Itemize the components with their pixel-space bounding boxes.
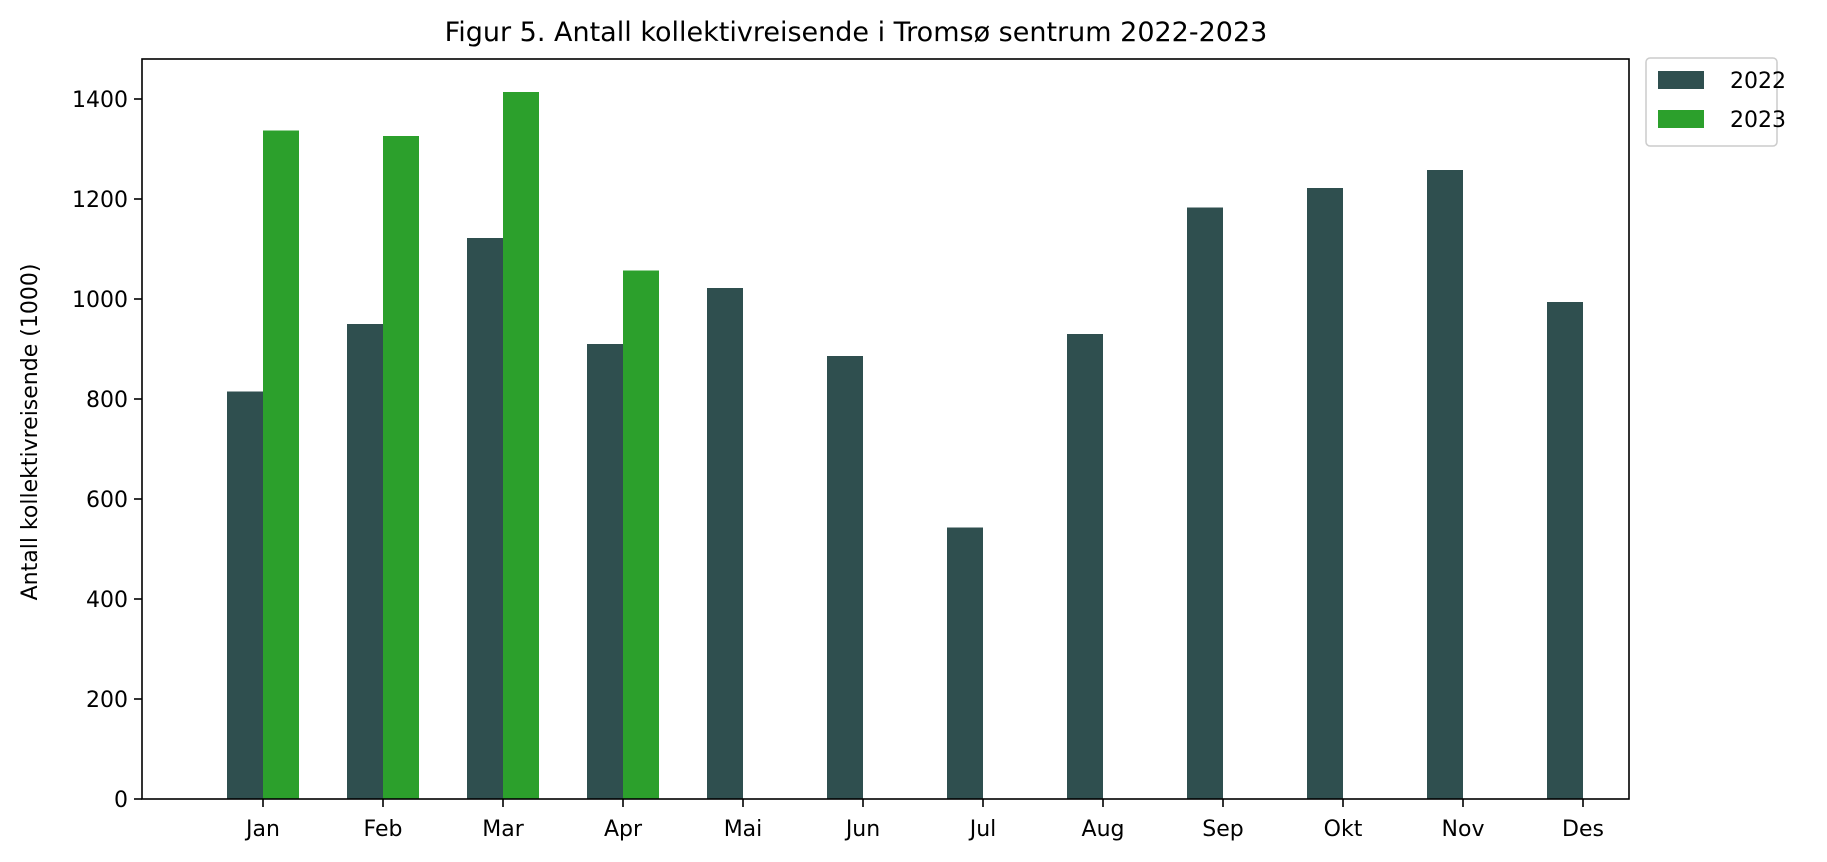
bar-2023-mar (503, 92, 539, 799)
bar-2022-des (1547, 302, 1583, 799)
y-tick-label: 400 (86, 588, 128, 613)
bar-2023-apr (623, 270, 659, 799)
x-tick-label-jul: Jul (968, 817, 997, 842)
x-axis: Jan Feb Mar Apr Mai Jun Jul Aug Sep Okt Nov Des (244, 799, 1604, 842)
bar-2022-jul (947, 527, 983, 799)
bar-2023-feb (383, 136, 419, 799)
chart-title: Figur 5. Antall kollektivreisende i Trom… (445, 17, 1268, 48)
x-tick-label-mar: Mar (482, 817, 524, 842)
y-tick-label: 1400 (72, 88, 128, 113)
bar-2022-apr (587, 344, 623, 799)
bar-2022-jan (227, 391, 263, 799)
bar-2022-jun (827, 356, 863, 799)
y-tick-label: 800 (86, 388, 128, 413)
y-tick-label: 0 (114, 788, 128, 813)
y-axis: 0 200 400 600 800 1000 1200 1400 (72, 88, 142, 813)
bar-2022-aug (1067, 334, 1103, 799)
legend: 2022 2023 (1645, 57, 1786, 147)
bar-2022-mar (467, 238, 503, 799)
x-tick-label-apr: Apr (604, 817, 643, 842)
bar-2023-jan (263, 130, 299, 799)
x-tick-label-jan: Jan (244, 817, 280, 842)
x-tick-label-aug: Aug (1082, 817, 1125, 842)
y-tick-label: 1000 (72, 288, 128, 313)
y-tick-label: 1200 (72, 188, 128, 213)
bars-group (227, 92, 1583, 799)
x-tick-label-okt: Okt (1324, 817, 1363, 842)
bar-2022-feb (347, 324, 383, 799)
legend-swatch-2023 (1658, 110, 1704, 128)
legend-swatch-2022 (1658, 71, 1704, 89)
legend-label-2023: 2023 (1730, 108, 1786, 133)
bar-2022-okt (1307, 188, 1343, 799)
plot-frame (141, 58, 1630, 800)
x-tick-label-mai: Mai (724, 817, 763, 842)
y-tick-label: 200 (86, 688, 128, 713)
x-tick-label-jun: Jun (844, 817, 880, 842)
y-tick-label: 600 (86, 488, 128, 513)
x-tick-label-nov: Nov (1442, 817, 1485, 842)
bar-2022-sep (1187, 207, 1223, 799)
bar-2022-mai (707, 288, 743, 799)
x-tick-label-des: Des (1562, 817, 1604, 842)
y-axis-label: Antall kollektivreisende (1000) (18, 264, 43, 601)
bar-2022-nov (1427, 170, 1463, 799)
x-tick-label-sep: Sep (1202, 817, 1243, 842)
x-tick-label-feb: Feb (364, 817, 403, 842)
legend-label-2022: 2022 (1730, 69, 1786, 94)
